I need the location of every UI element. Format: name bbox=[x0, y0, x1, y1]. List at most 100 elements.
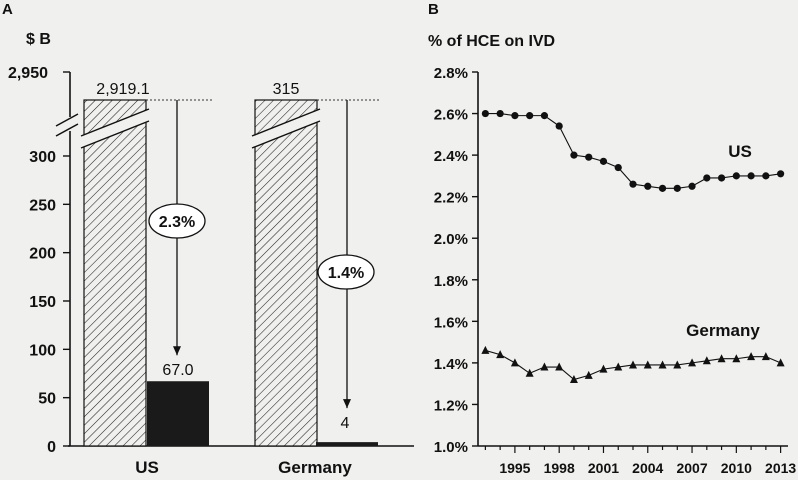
data-point-us bbox=[673, 184, 681, 192]
bar-value-label: 2,919.1 bbox=[96, 81, 149, 98]
arrow-head bbox=[173, 346, 181, 356]
panel-a-label: A bbox=[2, 1, 13, 18]
panel-a-ylabel: $ B bbox=[26, 31, 51, 48]
data-point-germany bbox=[761, 352, 770, 361]
share-badge bbox=[317, 254, 375, 290]
data-point-germany bbox=[555, 362, 564, 371]
share-label: 1.4% bbox=[328, 265, 364, 282]
data-point-us bbox=[555, 122, 563, 130]
x-category-label: US bbox=[135, 458, 159, 477]
y-tick-label: 100 bbox=[29, 342, 56, 359]
y-tick-label: 1.2% bbox=[434, 397, 468, 414]
data-point-germany bbox=[614, 362, 623, 371]
x-tick-label: 2013 bbox=[765, 460, 796, 476]
bar-ivd-germany bbox=[316, 442, 378, 446]
bar-break-gap bbox=[252, 109, 320, 148]
share-badge bbox=[148, 203, 206, 239]
data-point-germany bbox=[688, 358, 697, 367]
y-tick-label: 1.8% bbox=[434, 273, 468, 290]
data-point-us bbox=[629, 180, 637, 188]
data-point-us bbox=[688, 182, 696, 190]
bar-ivd-us bbox=[147, 381, 209, 446]
bar-break-line bbox=[80, 108, 150, 137]
data-point-germany bbox=[717, 354, 726, 363]
data-point-us bbox=[717, 174, 726, 182]
y-tick-label: 2.8% bbox=[434, 65, 468, 82]
bar-break-line bbox=[251, 108, 321, 137]
arrow-head bbox=[343, 399, 351, 409]
data-point-germany bbox=[629, 360, 637, 369]
series-label-us: US bbox=[728, 142, 752, 161]
bar-hce-us bbox=[83, 99, 147, 447]
x-tick-label: 2007 bbox=[676, 460, 707, 476]
bar-value-label: 67.0 bbox=[162, 362, 193, 379]
y-tick-label: 1.0% bbox=[434, 439, 468, 456]
y-tick-label: 2.4% bbox=[434, 148, 468, 165]
bar-break-line bbox=[251, 120, 321, 149]
axis-break-mark bbox=[55, 123, 79, 137]
y-tick-label: 2.2% bbox=[434, 190, 468, 207]
y-tick-label: 300 bbox=[29, 149, 56, 166]
axis-break-mark bbox=[55, 113, 79, 127]
data-point-us bbox=[644, 182, 652, 190]
bar-value-label: 315 bbox=[273, 81, 300, 98]
bar-value-label: 4 bbox=[341, 415, 350, 432]
y-tick-label: 1.4% bbox=[434, 356, 468, 373]
x-tick-label: 1995 bbox=[499, 460, 530, 476]
data-point-us bbox=[599, 157, 608, 165]
x-tick-label: 1998 bbox=[544, 460, 575, 476]
x-category-label: Germany bbox=[278, 458, 352, 477]
y-tick-label: 2.6% bbox=[434, 107, 468, 124]
panel-b-label: B bbox=[428, 1, 439, 18]
data-point-germany bbox=[643, 360, 652, 369]
y-tick-label: 200 bbox=[29, 246, 56, 263]
data-point-us bbox=[703, 174, 711, 182]
data-point-us bbox=[526, 112, 534, 120]
data-point-germany bbox=[569, 375, 578, 384]
line-chart: 1.0% 1.2% 1.4% 1.6% 1.8% 2.0% 2.2% 2.4% 2.6% 2.8%… bbox=[434, 65, 797, 476]
data-point-germany bbox=[673, 360, 682, 369]
data-point-germany bbox=[525, 368, 534, 377]
x-tick-label: 2010 bbox=[721, 460, 752, 476]
data-point-us bbox=[585, 153, 593, 161]
panel-b-ylabel: % of HCE on IVD bbox=[428, 33, 555, 50]
y-tick-label: 50 bbox=[38, 391, 56, 408]
data-point-germany bbox=[732, 354, 741, 363]
data-point-germany bbox=[584, 370, 593, 379]
data-point-us bbox=[658, 184, 667, 192]
x-tick-label: 2004 bbox=[632, 460, 663, 476]
bar-chart: 0 50 100 150 200 250 300 2,950 2,919.1 67.0 2.3% US… bbox=[8, 65, 414, 477]
data-point-germany bbox=[702, 356, 711, 365]
y-tick-label: 2,950 bbox=[8, 65, 48, 82]
data-point-us bbox=[481, 109, 489, 118]
bar-break-gap bbox=[81, 109, 149, 148]
data-point-germany bbox=[510, 358, 519, 367]
x-tick-label: 2001 bbox=[588, 460, 619, 476]
data-point-germany bbox=[747, 352, 756, 361]
bar-hce-germany bbox=[254, 99, 318, 447]
share-label: 2.3% bbox=[159, 214, 195, 231]
data-point-germany bbox=[481, 345, 490, 354]
data-point-us bbox=[777, 170, 785, 178]
y-tick-label: 250 bbox=[29, 197, 56, 214]
y-tick-label: 150 bbox=[29, 294, 56, 311]
data-point-us bbox=[496, 109, 504, 118]
data-point-us bbox=[762, 172, 770, 180]
data-point-us bbox=[540, 112, 549, 120]
data-point-germany bbox=[540, 362, 549, 371]
data-point-us bbox=[570, 151, 578, 159]
data-point-germany bbox=[496, 350, 505, 359]
data-point-us bbox=[747, 172, 755, 180]
data-point-us bbox=[614, 163, 622, 172]
y-tick-label: 0 bbox=[47, 439, 56, 456]
data-point-us bbox=[732, 172, 740, 180]
bar-break-line bbox=[80, 120, 150, 149]
data-point-germany bbox=[658, 360, 667, 369]
y-tick-label: 2.0% bbox=[434, 231, 468, 248]
data-point-germany bbox=[599, 364, 608, 373]
data-point-germany bbox=[776, 358, 785, 367]
series-label-germany: Germany bbox=[686, 321, 760, 340]
data-point-us bbox=[511, 112, 519, 120]
y-tick-label: 1.6% bbox=[434, 314, 468, 331]
